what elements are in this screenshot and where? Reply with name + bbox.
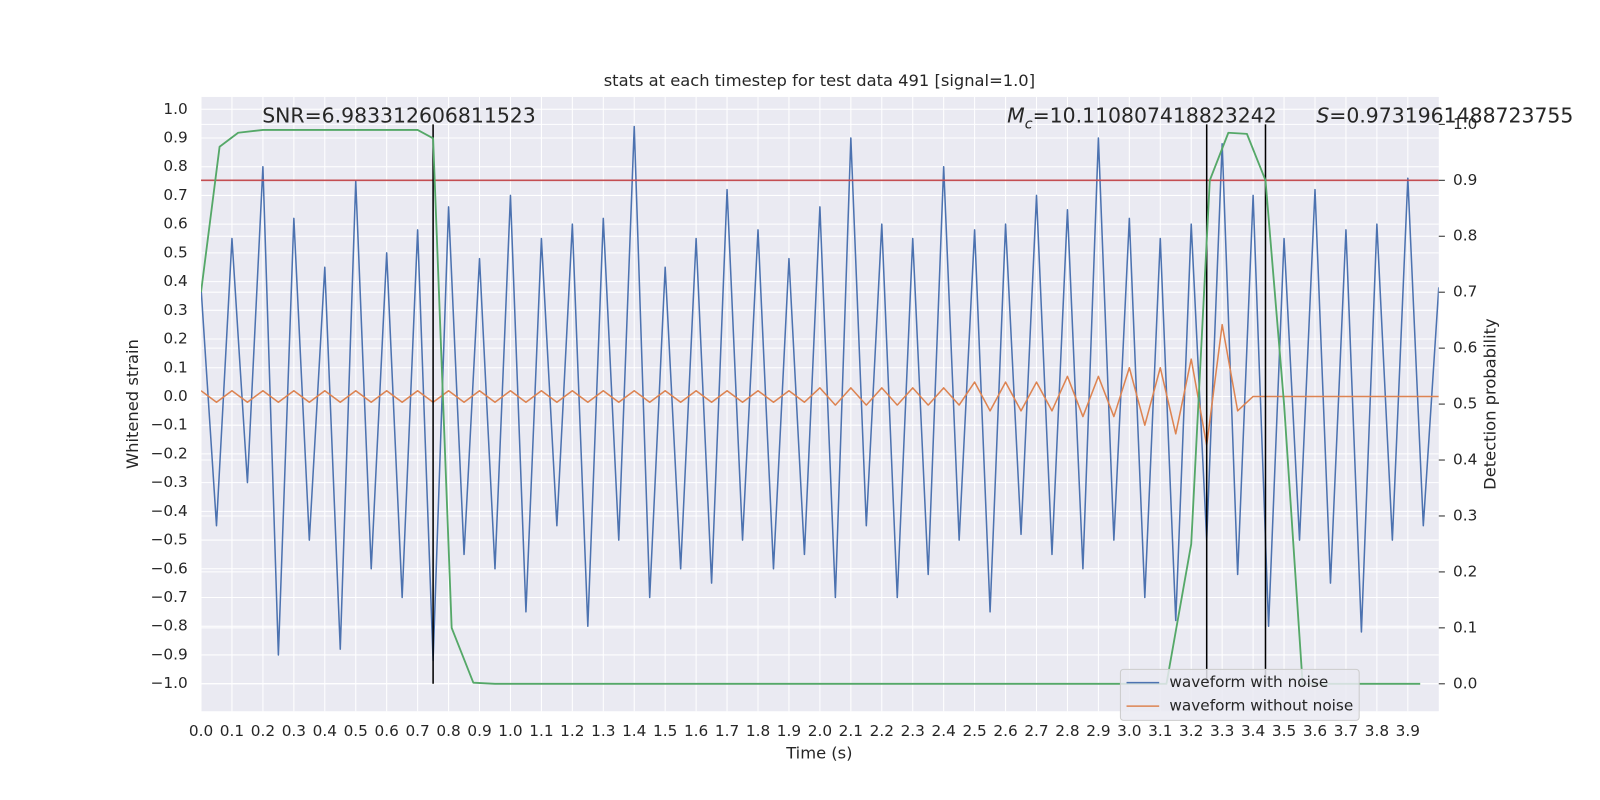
y2-tick-label: 0.6	[1453, 339, 1477, 357]
x-tick-label: 0.9	[467, 722, 491, 740]
legend-label: waveform without noise	[1169, 697, 1353, 715]
mc-symbol: M	[1007, 103, 1025, 127]
legend-box	[1119, 668, 1360, 721]
y-tick-label: 0.0	[163, 387, 187, 405]
y-tick-label: 0.2	[163, 330, 187, 348]
x-tick-label: 1.0	[498, 722, 522, 740]
probability-line	[201, 129, 1421, 685]
x-tick-label: 3.2	[1179, 722, 1203, 740]
snr-annotation: SNR=6.983312606811523	[262, 103, 536, 127]
x-tick-label: 2.3	[901, 722, 925, 740]
y-axis-label: Whitened strain	[123, 339, 142, 469]
x-tick-label: 3.5	[1272, 722, 1296, 740]
legend-label: waveform with noise	[1169, 673, 1328, 691]
y2-tick-label: 0.5	[1453, 395, 1477, 413]
x-tick-label: 0.2	[251, 722, 275, 740]
chart-title: stats at each timestep for test data 491…	[604, 71, 1035, 90]
y2-tick-label: 0.4	[1453, 451, 1477, 469]
x-tick-label: 1.4	[622, 722, 646, 740]
y-tick-label: −0.9	[151, 645, 188, 663]
x-tick-label: 1.8	[746, 722, 770, 740]
mc-value: =10.110807418823242	[1033, 103, 1277, 127]
x-tick-label: 0.5	[344, 722, 368, 740]
labels: 0.0 0.1 0.2 0.3 0.4 0.5 0.6 0.7 0.8 0.9 1.0 1.1 1.2 1…	[151, 100, 1478, 740]
x-tick-label: 2.6	[993, 722, 1017, 740]
y2-tick-label: 0.3	[1453, 506, 1477, 524]
x-tick-label: 3.4	[1241, 722, 1265, 740]
y2-tick-label: 0.7	[1453, 283, 1477, 301]
s-value: =0.9731961488723755	[1329, 103, 1573, 127]
y2-tick-label: 0.0	[1453, 674, 1477, 692]
x-tick-label: 2.7	[1024, 722, 1048, 740]
x-tick-label: 0.8	[436, 722, 460, 740]
y-tick-label: 0.7	[163, 186, 187, 204]
y-tick-label: −0.2	[151, 444, 188, 462]
s-annotation: S=0.9731961488723755	[1316, 103, 1573, 127]
x-tick-label: 1.2	[560, 722, 584, 740]
x-tick-label: 3.6	[1303, 722, 1327, 740]
y-tick-label: −0.6	[151, 559, 188, 577]
series-line	[201, 125, 1439, 662]
x-tick-label: 0.4	[313, 722, 337, 740]
y-tick-label: 0.6	[163, 215, 187, 233]
y-tick-label: 0.1	[163, 358, 187, 376]
x-tick-label: 1.9	[777, 722, 801, 740]
x-tick-label: 0.3	[282, 722, 306, 740]
mc-sub: c	[1025, 116, 1033, 132]
y2-tick-label: 0.1	[1453, 618, 1477, 636]
y-tick-label: 0.8	[163, 157, 187, 175]
x-tick-label: 3.8	[1365, 722, 1389, 740]
y2-axis-label: Detection probability	[1480, 318, 1499, 490]
s-symbol: S	[1316, 103, 1329, 127]
y2-tick-label: 1.0	[1453, 115, 1477, 133]
x-tick-label: 0.6	[375, 722, 399, 740]
y-tick-label: 0.9	[163, 129, 187, 147]
mc-annotation: Mc=10.110807418823242	[1007, 103, 1277, 132]
y2-tick-label: 0.8	[1453, 227, 1477, 245]
y-tick-label: −0.5	[151, 531, 188, 549]
x-tick-label: 3.3	[1210, 722, 1234, 740]
x-tick-label: 3.9	[1396, 722, 1420, 740]
y-tick-label: −0.3	[151, 473, 188, 491]
x-axis-label: Time (s)	[785, 744, 852, 763]
y-tick-label: −0.7	[151, 588, 188, 606]
x-tick-label: 2.8	[1055, 722, 1079, 740]
x-tick-label: 1.1	[529, 722, 553, 740]
y-tick-label: 0.3	[163, 301, 187, 319]
x-tick-label: 1.7	[715, 722, 739, 740]
y2-tick-label: 0.2	[1453, 562, 1477, 580]
grid	[200, 96, 1439, 712]
x-tick-label: 3.1	[1148, 722, 1172, 740]
x-tick-label: 2.2	[870, 722, 894, 740]
y2-tick-label: 0.9	[1453, 171, 1477, 189]
plot	[201, 124, 1439, 685]
x-tick-label: 3.7	[1334, 722, 1358, 740]
y-tick-label: −0.8	[151, 617, 188, 635]
x-tick-label: 2.0	[808, 722, 832, 740]
legend: waveform with noise waveform without nois…	[1119, 668, 1360, 721]
x-tick-label: 3.0	[1117, 722, 1141, 740]
x-tick-label: 1.5	[653, 722, 677, 740]
x-tick-label: 0.7	[405, 722, 429, 740]
y-tick-label: −0.4	[151, 502, 188, 520]
x-tick-label: 1.6	[684, 722, 708, 740]
y-tick-label: 1.0	[163, 100, 187, 118]
x-tick-label: 0.1	[220, 722, 244, 740]
y-tick-label: 0.5	[163, 243, 187, 261]
x-tick-label: 2.4	[932, 722, 956, 740]
x-tick-label: 2.9	[1086, 722, 1110, 740]
series-line	[201, 323, 1439, 447]
x-tick-label: 2.1	[839, 722, 863, 740]
y-tick-label: 0.4	[163, 272, 187, 290]
x-tick-label: 1.3	[591, 722, 615, 740]
x-tick-label: 2.5	[962, 722, 986, 740]
y-tick-label: −1.0	[151, 674, 188, 692]
y-tick-label: −0.1	[151, 416, 188, 434]
x-tick-label: 0.0	[189, 722, 213, 740]
